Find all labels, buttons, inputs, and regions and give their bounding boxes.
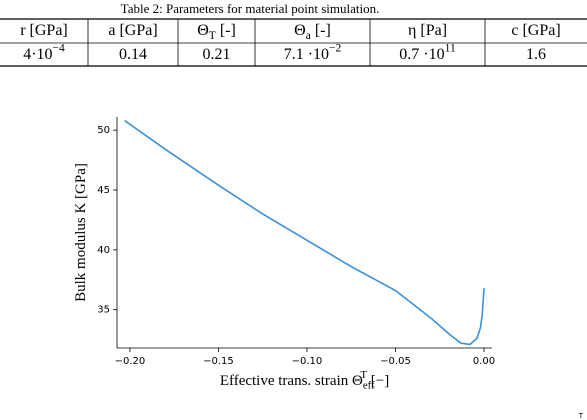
y-tick-label: 40 [97,245,110,256]
text-sub: eff [363,380,375,392]
x-axis-label: Effective trans. strain ΘeffT [−] [220,369,389,392]
table-cell: 1.6 [526,46,546,63]
text-base: 0.21 [203,46,231,63]
header-cell: η [Pa] [408,22,447,39]
table-caption: Table 2: Parameters for material point s… [121,1,380,16]
y-axis-label: Bulk modulus K [GPa] [73,163,89,302]
x-tick-label: −0.20 [115,356,146,367]
text-base: r [GPa] [20,22,68,39]
text-rest: [−] [367,373,389,389]
header-cell: r [GPa] [20,22,68,39]
text-rest: [Pa] [416,22,447,39]
text-sub: a [306,29,311,41]
data-line [124,119,485,346]
cropped-fragment: T [578,412,584,420]
y-tick-label: 50 [97,125,110,136]
text-sup: T [360,369,367,381]
text-sub: T [209,29,216,41]
table-cell: 0.7 ·1011 [399,42,456,62]
header-cell: ΘT [-] [197,22,236,42]
text-base: 1.6 [526,46,546,63]
table-cell: 0.21 [203,46,231,63]
text-base: 0.14 [119,46,147,63]
text-base: η [408,22,416,39]
text-rest: [GPa] [518,22,560,39]
text-base: Bulk modulus K [GPa] [73,163,89,302]
text-sup: 11 [445,42,456,54]
header-cell: a [GPa] [108,22,157,39]
text-rest: [-] [311,22,331,39]
x-tick-label: −0.15 [203,356,234,367]
table-cell: 0.14 [119,46,147,63]
text-base: c [511,22,518,39]
text-base: Θ [294,22,306,39]
table-cell: 7.1 ·10−2 [284,42,342,62]
text-sup: −4 [53,42,65,54]
text-base: a [108,22,115,39]
x-tick-label: −0.10 [292,356,323,367]
y-tick-label: 45 [97,185,110,196]
text-base: 7.1 ·10 [284,46,329,63]
text-base: 0.7 ·10 [399,46,444,63]
text-base: Θ [197,22,209,39]
y-tick-label: 35 [97,305,110,316]
text-base: 4·10 [23,46,52,63]
text-rest: [-] [216,22,236,39]
text-base: Effective trans. strain Θ [220,373,363,389]
header-cell: Θa [-] [294,22,331,42]
text-rest: [GPa] [115,22,157,39]
header-cell: c [GPa] [511,22,560,39]
x-tick-label: 0.00 [473,356,495,367]
x-tick-label: −0.05 [380,356,411,367]
table-cell: 4·10−4 [23,42,65,62]
text-sup: −2 [329,42,341,54]
